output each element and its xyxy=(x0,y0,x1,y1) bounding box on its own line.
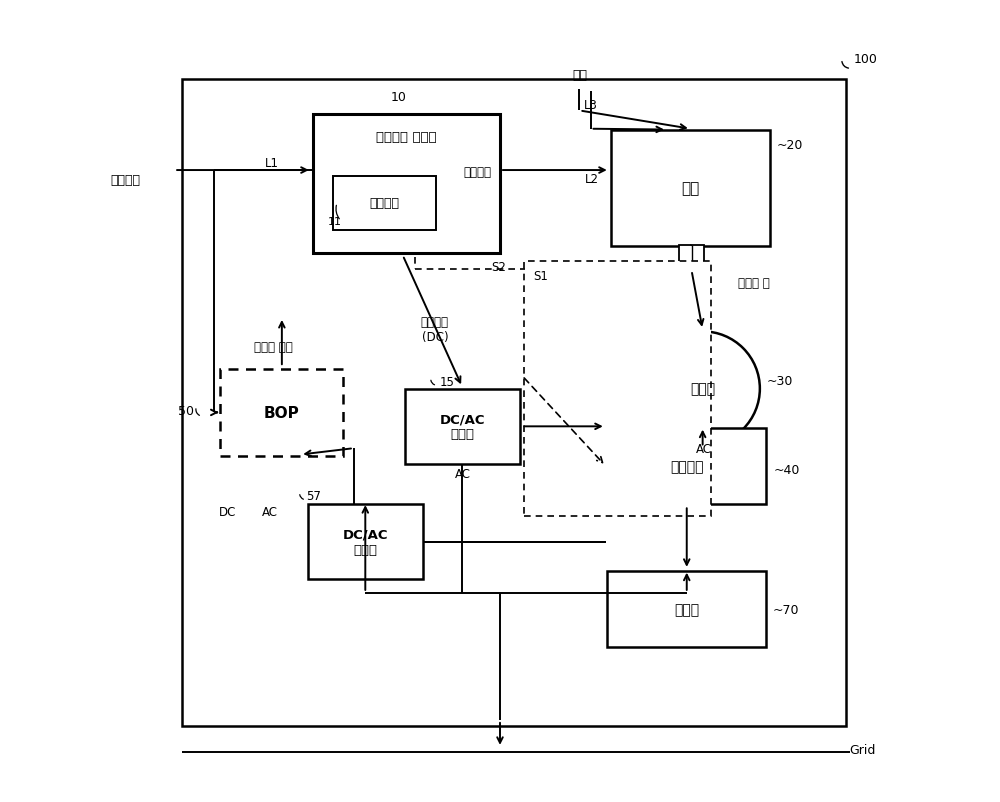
Text: ~20: ~20 xyxy=(777,139,803,152)
Bar xyxy=(220,369,343,456)
Text: AC: AC xyxy=(262,505,278,519)
Bar xyxy=(607,429,766,504)
Text: 공기: 공기 xyxy=(572,69,587,82)
Text: 10: 10 xyxy=(391,91,407,103)
Text: DC/AC
컨버터: DC/AC 컨버터 xyxy=(343,528,388,556)
Text: L3: L3 xyxy=(584,99,598,112)
Text: L2: L2 xyxy=(585,173,599,186)
Text: 15: 15 xyxy=(439,375,454,388)
Text: S1: S1 xyxy=(533,270,548,283)
Bar xyxy=(308,504,423,580)
Text: ~30: ~30 xyxy=(767,375,793,387)
Bar xyxy=(679,245,704,269)
Text: BOP: BOP xyxy=(264,406,300,420)
Text: ~40: ~40 xyxy=(773,464,800,476)
Text: 배터리: 배터리 xyxy=(674,602,699,616)
Text: DC: DC xyxy=(219,505,236,519)
Text: 시스템 구동: 시스템 구동 xyxy=(254,341,293,354)
Text: 배출가스: 배출가스 xyxy=(464,166,492,179)
Text: 연료전지 시스템: 연료전지 시스템 xyxy=(376,131,437,144)
Text: 전력생산
(DC): 전력생산 (DC) xyxy=(421,315,449,343)
Text: ~70: ~70 xyxy=(773,603,799,616)
Text: 57: 57 xyxy=(307,490,321,503)
Text: 연료전지: 연료전지 xyxy=(370,196,400,210)
Bar xyxy=(607,572,766,647)
Text: 가변부하: 가변부하 xyxy=(670,460,703,473)
Text: S2: S2 xyxy=(491,261,506,274)
Circle shape xyxy=(645,332,760,446)
Text: DC/AC
컨버터: DC/AC 컨버터 xyxy=(440,413,485,441)
Text: AC: AC xyxy=(695,442,711,455)
Text: 50: 50 xyxy=(178,404,194,417)
Bar xyxy=(182,79,846,727)
Bar xyxy=(333,176,436,230)
Bar xyxy=(524,262,711,516)
Text: 엔진: 엔진 xyxy=(682,181,700,196)
Text: 기계적 일: 기계적 일 xyxy=(738,277,770,290)
Text: AC: AC xyxy=(455,468,471,480)
Text: 100: 100 xyxy=(854,53,877,67)
Bar xyxy=(405,389,520,464)
Text: L1: L1 xyxy=(265,156,279,169)
Bar xyxy=(611,132,770,246)
Bar xyxy=(313,115,500,254)
Text: 발전기: 발전기 xyxy=(690,382,715,396)
Text: 연료투입: 연료투입 xyxy=(111,174,141,187)
Text: 11: 11 xyxy=(328,217,342,227)
Text: Grid: Grid xyxy=(850,743,876,756)
